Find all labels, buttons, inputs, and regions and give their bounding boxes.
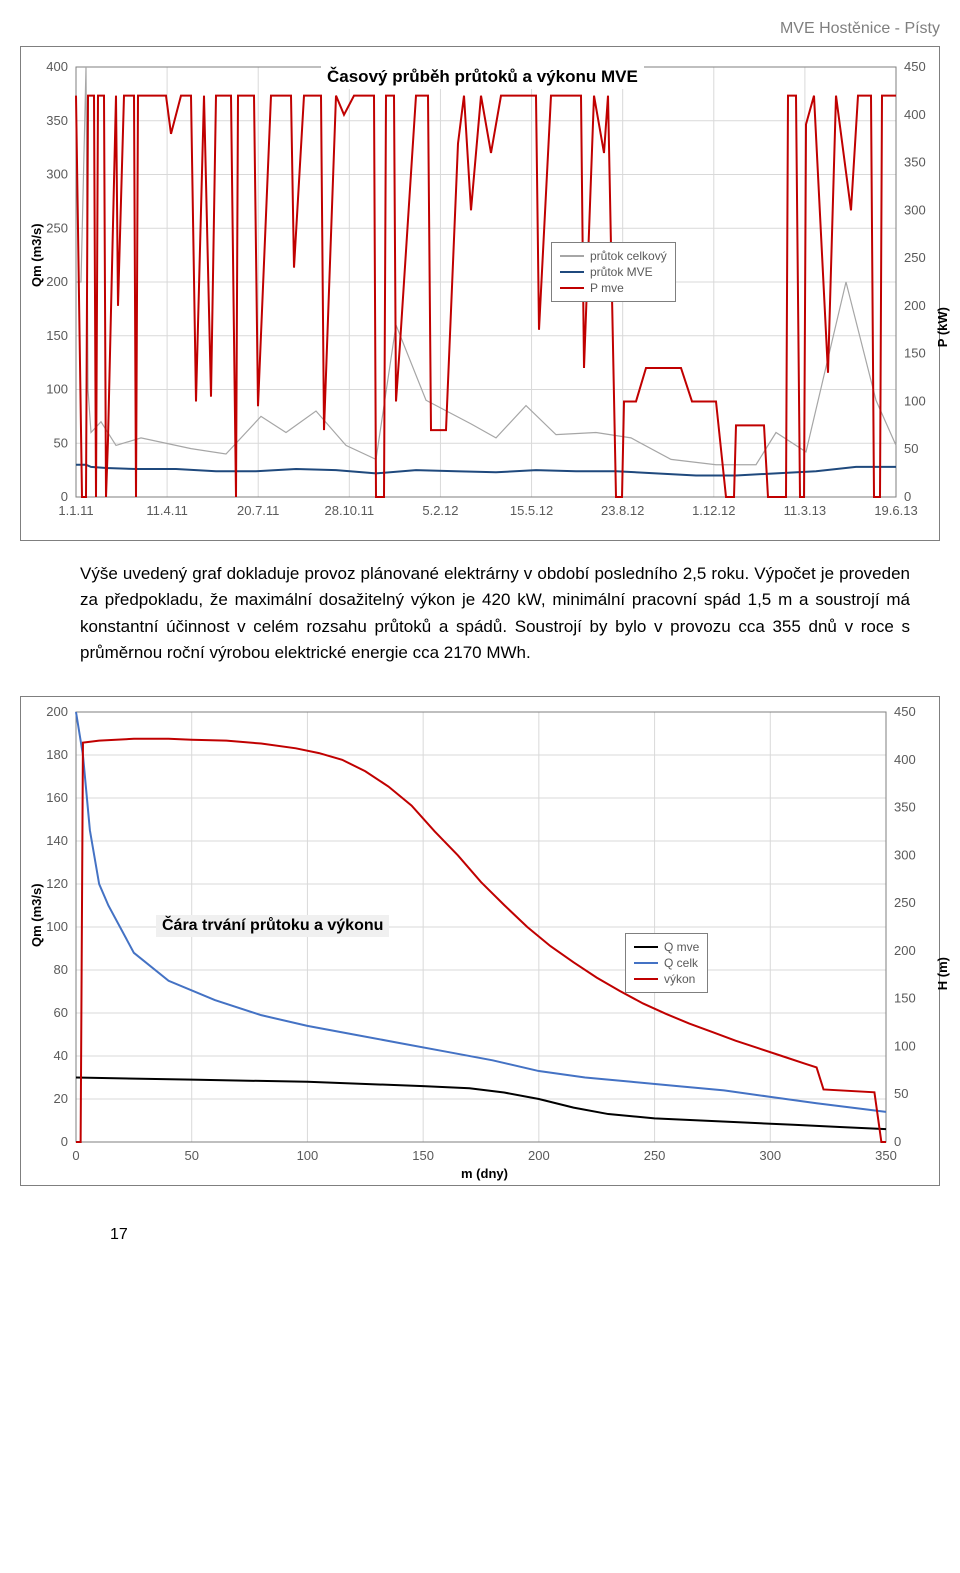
svg-text:19.6.13: 19.6.13 [874,503,917,518]
svg-text:1.1.11: 1.1.11 [58,503,93,518]
legend-item: Q mve [634,940,699,954]
svg-text:0: 0 [61,1134,68,1149]
svg-text:150: 150 [412,1148,434,1163]
svg-text:28.10.11: 28.10.11 [325,503,375,518]
svg-text:150: 150 [894,991,916,1006]
svg-text:350: 350 [904,155,926,170]
legend-item: průtok celkový [560,249,667,263]
svg-text:160: 160 [46,790,68,805]
svg-text:0: 0 [61,489,68,504]
svg-text:100: 100 [297,1148,319,1163]
chart1-title: Časový průběh průtoků a výkonu MVE [321,65,644,89]
svg-text:0: 0 [894,1134,901,1149]
legend-label: Q mve [664,940,699,954]
svg-text:50: 50 [184,1148,198,1163]
legend-label: průtok MVE [590,265,653,279]
chart-time-series: 0 50 100 150 200 250 300 350 400 0 50 100 150 200 250 3… [20,46,940,541]
legend-swatch [634,962,658,964]
svg-text:150: 150 [46,328,68,343]
chart-duration-curve: 0 20 40 60 80 100 120 140 160 180 200 0 50 100 150 200 2… [20,696,940,1186]
svg-text:400: 400 [46,59,68,74]
svg-text:250: 250 [644,1148,666,1163]
chart1-y1-label: Qm (m3/s) [29,223,44,287]
svg-text:5.2.12: 5.2.12 [422,503,458,518]
legend-label: Q celk [664,956,698,970]
chart2-x-label: m (dny) [461,1166,508,1181]
svg-text:150: 150 [904,346,926,361]
svg-text:450: 450 [904,59,926,74]
svg-text:11.4.11: 11.4.11 [146,503,187,518]
legend-swatch [560,255,584,257]
svg-text:400: 400 [894,752,916,767]
svg-text:180: 180 [46,747,68,762]
svg-text:250: 250 [904,250,926,265]
svg-text:400: 400 [904,107,926,122]
chart2-y1-label: Qm (m3/s) [29,884,44,948]
svg-text:20.7.11: 20.7.11 [237,503,279,518]
chart1-legend: průtok celkový průtok MVE P mve [551,242,676,302]
svg-text:300: 300 [759,1148,781,1163]
legend-swatch [560,271,584,273]
legend-label: výkon [664,972,695,986]
legend-item: Q celk [634,956,699,970]
svg-text:300: 300 [894,848,916,863]
svg-text:250: 250 [46,220,68,235]
svg-text:100: 100 [46,919,68,934]
chart2-y2-label: H (m) [935,957,950,990]
legend-swatch [560,287,584,289]
svg-text:1.12.12: 1.12.12 [692,503,735,518]
svg-text:250: 250 [894,895,916,910]
chart2-title: Čára trvání průtoku a výkonu [156,915,389,937]
svg-text:120: 120 [46,876,68,891]
svg-text:100: 100 [904,393,926,408]
paragraph-1: Výše uvedený graf dokladuje provoz pláno… [80,561,910,666]
chart1-y2-label: P (kW) [935,307,950,347]
svg-text:60: 60 [54,1005,68,1020]
legend-swatch [634,946,658,948]
svg-text:200: 200 [46,704,68,719]
svg-text:0: 0 [904,489,911,504]
svg-text:300: 300 [904,202,926,217]
page-number: 17 [110,1226,940,1244]
svg-text:350: 350 [875,1148,897,1163]
legend-item: P mve [560,281,667,295]
svg-text:200: 200 [528,1148,550,1163]
legend-swatch [634,978,658,980]
page-header: MVE Hostěnice - Písty [20,20,940,38]
svg-text:200: 200 [904,298,926,313]
svg-text:140: 140 [46,833,68,848]
svg-text:350: 350 [894,800,916,815]
svg-text:100: 100 [894,1039,916,1054]
svg-text:11.3.13: 11.3.13 [784,503,826,518]
svg-text:15.5.12: 15.5.12 [510,503,553,518]
svg-text:200: 200 [46,274,68,289]
svg-text:100: 100 [46,382,68,397]
svg-text:80: 80 [54,962,68,977]
svg-text:20: 20 [54,1091,68,1106]
svg-text:0: 0 [72,1148,79,1163]
svg-text:50: 50 [54,435,68,450]
chart2-legend: Q mve Q celk výkon [625,933,708,993]
svg-text:50: 50 [894,1087,908,1102]
legend-item: výkon [634,972,699,986]
legend-label: P mve [590,281,624,295]
legend-label: průtok celkový [590,249,667,263]
svg-text:50: 50 [904,441,918,456]
svg-text:40: 40 [54,1048,68,1063]
svg-text:200: 200 [894,943,916,958]
svg-text:300: 300 [46,167,68,182]
svg-text:350: 350 [46,113,68,128]
svg-text:23.8.12: 23.8.12 [601,503,644,518]
svg-text:450: 450 [894,704,916,719]
legend-item: průtok MVE [560,265,667,279]
